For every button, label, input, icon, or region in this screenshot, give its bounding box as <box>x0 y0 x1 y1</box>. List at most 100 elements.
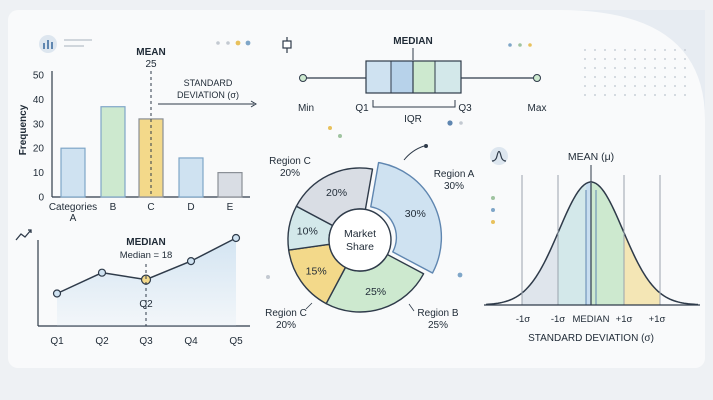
bar-ytick-label: 40 <box>33 95 45 106</box>
bar-chart-icon <box>39 35 92 53</box>
box-segment-3 <box>413 61 435 93</box>
normal-xtick-label: +1σ <box>616 314 633 325</box>
box-plot-icon <box>282 37 292 53</box>
iqr-label: IQR <box>404 114 422 125</box>
line-point-4 <box>231 233 241 243</box>
grid-dot <box>634 94 636 96</box>
normal-band-outer-left <box>522 232 558 305</box>
pie-slice-label: 25% <box>365 286 386 298</box>
bar-3 <box>178 157 204 198</box>
std-label-line2: DEVIATION (σ) <box>177 90 239 100</box>
grid-dot <box>604 76 606 78</box>
grid-dot <box>654 85 656 87</box>
grid-dot <box>634 76 636 78</box>
bar-ytick-label: 0 <box>38 193 44 204</box>
grid-dot <box>584 67 586 69</box>
line-point-label: Q2 <box>139 299 153 310</box>
line-xtick-label: Q1 <box>50 336 64 347</box>
line-xtick-label: Q4 <box>184 336 198 347</box>
grid-dot <box>584 85 586 87</box>
line-median-value: Median = 18 <box>120 250 173 261</box>
grid-dot <box>604 58 606 60</box>
line-xtick-label: Q5 <box>229 336 243 347</box>
grid-dot <box>594 85 596 87</box>
pie-label-region-c-bottom: Region C <box>265 308 307 319</box>
pie-value-region-b: 25% <box>428 320 448 331</box>
bar-xtick-label: D <box>187 202 194 213</box>
grid-dot <box>644 58 646 60</box>
pie-center-label-1: Market <box>344 228 376 240</box>
decorative-dot-grid <box>584 49 686 96</box>
box-title: MEDIAN <box>393 36 432 47</box>
normal-band-right <box>624 232 660 305</box>
normal-xtick-label: MEDIAN <box>573 314 610 325</box>
normal-band-left <box>558 183 586 305</box>
grid-dot <box>674 58 676 60</box>
grid-dot <box>604 67 606 69</box>
grid-dot <box>624 76 626 78</box>
grid-dot <box>684 49 686 51</box>
pie-label-region-b: Region B <box>417 308 458 319</box>
pie-value-region-c-top: 20% <box>280 168 300 179</box>
std-arrow-head <box>250 100 257 108</box>
line-point-1 <box>97 268 107 277</box>
grid-dot <box>654 49 656 51</box>
grid-dot <box>624 94 626 96</box>
grid-dot <box>644 94 646 96</box>
bar-xtick-label: E <box>227 202 234 213</box>
normal-curve <box>485 181 699 306</box>
std-label-line1: STANDARD <box>184 78 233 88</box>
grid-dot <box>614 76 616 78</box>
bar-ytick-label: 50 <box>33 71 45 82</box>
pie-label-region-c-top: Region C <box>269 156 311 167</box>
grid-dot <box>684 67 686 69</box>
grid-dot <box>634 85 636 87</box>
grid-dot <box>654 76 656 78</box>
bar-xtick-label: C <box>147 202 154 213</box>
normal-distribution-chart: MEAN (μ) -1σ -1σ MEDIAN +1σ +1σ STANDARD DEV… <box>484 147 700 344</box>
line-point-3 <box>186 257 196 266</box>
grid-dot <box>684 58 686 60</box>
line-xtick-label: Q2 <box>95 336 109 347</box>
trend-line-icon <box>15 229 32 241</box>
pie-slice-label: 20% <box>326 187 347 199</box>
grid-dot <box>614 49 616 51</box>
grid-dot <box>644 67 646 69</box>
normal-xlabel: STANDARD DEVIATION (σ) <box>528 333 654 344</box>
grid-dot <box>664 94 666 96</box>
normal-title: MEAN (μ) <box>568 151 614 163</box>
grid-dot <box>584 76 586 78</box>
line-point-0 <box>52 289 62 298</box>
normal-band-mid-left <box>586 182 591 305</box>
bell-curve-icon <box>490 147 508 165</box>
grid-dot <box>594 67 596 69</box>
grid-dot <box>664 58 666 60</box>
pie-leader-b <box>408 303 415 312</box>
grid-dot <box>674 94 676 96</box>
bar-ytick-label: 30 <box>33 119 45 130</box>
box-max-label: Max <box>528 103 547 114</box>
grid-dot <box>604 49 606 51</box>
pie-slice-label: 30% <box>405 208 426 220</box>
grid-dot <box>634 67 636 69</box>
grid-dot <box>644 85 646 87</box>
grid-dot <box>664 49 666 51</box>
grid-dot <box>684 85 686 87</box>
grid-dot <box>624 67 626 69</box>
grid-dot <box>624 85 626 87</box>
decorative-dots-misc <box>266 120 495 279</box>
normal-xtick-label: -1σ <box>516 314 530 325</box>
grid-dot <box>614 58 616 60</box>
box-q3-label: Q3 <box>458 103 472 114</box>
box-segment-2 <box>391 61 413 93</box>
box-min-label: Min <box>298 103 314 114</box>
bar-xtick-label: Categories A <box>49 202 97 224</box>
grid-dot <box>684 76 686 78</box>
mean-value: 25 <box>145 59 157 70</box>
iqr-bracket <box>372 100 456 108</box>
grid-dot <box>584 49 586 51</box>
grid-dot <box>594 49 596 51</box>
box-segment-1 <box>366 61 391 93</box>
grid-dot <box>644 76 646 78</box>
